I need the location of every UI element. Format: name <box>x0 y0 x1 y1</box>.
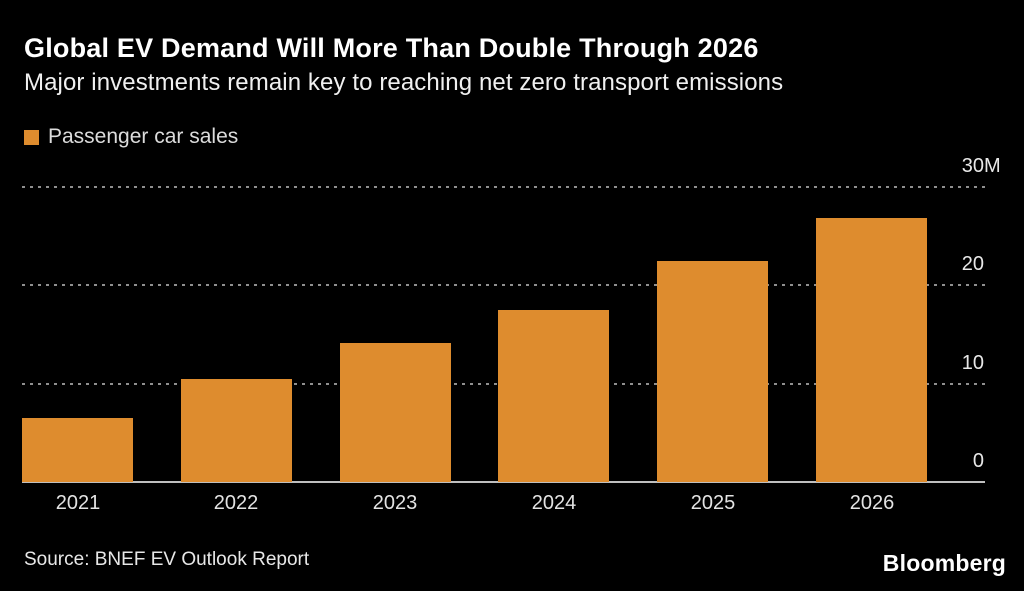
legend-swatch-icon <box>24 129 39 145</box>
y-tick-label-30M: 30 M <box>961 154 1001 177</box>
y-tick-label-20: 20 <box>961 253 984 275</box>
x-tick-label-2024: 2024 <box>531 492 577 514</box>
x-axis-line <box>22 481 985 483</box>
source-attribution: Source: BNEF EV Outlook Report <box>24 549 310 570</box>
x-tick-label-2021: 2021 <box>55 492 101 514</box>
x-tick-label-2023: 2023 <box>372 492 418 514</box>
legend-label: Passenger car sales <box>48 125 239 148</box>
x-tick-label-2025: 2025 <box>690 492 736 514</box>
y-tick-label-0: 0 <box>972 450 984 472</box>
bar-2026 <box>816 218 927 482</box>
chart-title: Global EV Demand Will More Than Double T… <box>24 33 759 63</box>
x-tick-label-2026: 2026 <box>849 492 895 514</box>
bar-2023 <box>340 343 451 482</box>
gridline-20 <box>22 284 985 286</box>
chart-subtitle: Major investments remain key to reaching… <box>24 69 784 96</box>
bloomberg-logo: Bloomberg <box>882 550 1006 576</box>
bar-2025 <box>657 261 768 482</box>
y-tick-label-10: 10 <box>961 351 984 374</box>
gridline-30 <box>22 185 985 188</box>
bar-2024 <box>498 310 609 482</box>
bar-2022 <box>181 379 292 482</box>
bar-2021 <box>22 418 133 482</box>
legend: Passenger car sales <box>24 125 238 149</box>
x-tick-label-2022: 2022 <box>213 492 259 514</box>
